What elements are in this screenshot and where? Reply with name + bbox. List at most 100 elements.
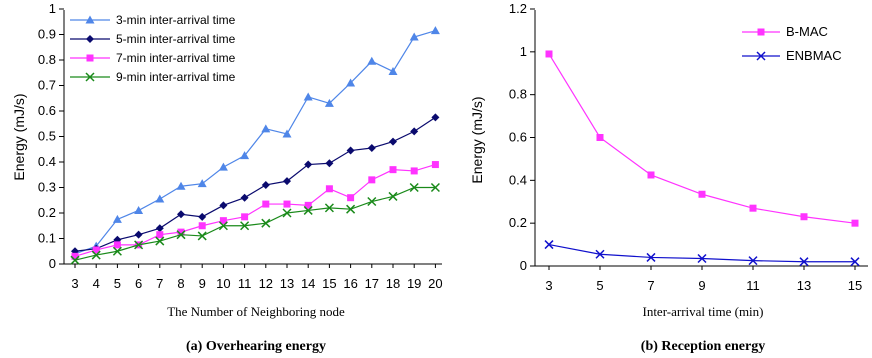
chartB-series-0-line <box>548 53 856 224</box>
chartA-y-tick-label: 0.5 <box>38 129 56 144</box>
chartA-series-2-point <box>325 185 333 193</box>
chartB-series-1-point-stroke <box>697 253 707 264</box>
chart-b-x-axis-title: Inter-arrival time (min) <box>642 304 763 319</box>
chartA-x-tick-label: 12 <box>259 276 273 291</box>
chartA-y-tick-label: 0 <box>49 256 56 271</box>
chartB-series-0-point <box>800 213 808 221</box>
chartA-legend-label: 5-min inter-arrival time <box>116 32 236 46</box>
chartA-series-1-point <box>410 127 419 136</box>
chartA-y-tick-label: 0.1 <box>38 231 56 246</box>
chartB-series-1-point-stroke <box>850 257 860 267</box>
chartA-series-3-point <box>303 205 313 215</box>
chartA-series-3-point-stroke <box>282 208 292 218</box>
chartA-legend-label: 9-min inter-arrival time <box>116 70 236 84</box>
chartA-series-0-point <box>409 32 419 41</box>
chartA-series-3-point-stroke <box>324 203 334 213</box>
chartA-series-3-point <box>218 221 228 231</box>
chartA-series-0-point <box>388 66 398 75</box>
chartB-legend-label: ENBMAC <box>786 48 842 63</box>
chartA-x-tick-label: 7 <box>156 276 163 291</box>
chartB-x-tick-label: 5 <box>596 278 603 293</box>
chartB-series-0-point <box>596 134 604 141</box>
chartA-series-0-point <box>430 26 440 35</box>
chartB-series-1-point <box>697 253 707 264</box>
chartA-series-3-point-stroke <box>112 246 122 256</box>
chartA-x-tick-label: 17 <box>365 276 379 291</box>
chartA-y-tick-label: 0.2 <box>38 205 56 220</box>
chartB-series-0-point <box>647 171 655 179</box>
chartA-series-2-point <box>389 166 397 174</box>
chartA-legend-marker <box>86 54 94 62</box>
chartA-series-1-point <box>155 224 164 233</box>
chart-b: 0 0.2 0.4 0.6 0.8 1 1.2 3 5 7 9 11 13 15 B-MAC ENBMAC… <box>469 1 868 354</box>
chartA-series-1-point <box>283 177 291 186</box>
chartA-legend-label: 3-min inter-arrival time <box>116 13 236 27</box>
chartA-series-3-point-stroke <box>91 250 101 260</box>
chartA-x-tick-label: 6 <box>135 276 142 291</box>
chartA-series-2-line <box>74 163 436 257</box>
chartB-series-1-point-stroke <box>544 240 554 250</box>
chart-b-x-ticks: 3 5 7 9 11 13 15 <box>545 266 862 293</box>
chartA-series-3-point <box>197 231 207 241</box>
chartA-series-2-point <box>113 241 121 249</box>
chartA-x-tick-label: 11 <box>238 276 252 291</box>
chartA-y-tick-label: 0.4 <box>38 154 56 169</box>
chartA-series-3-point <box>324 203 334 213</box>
chartA-series-2-point <box>283 200 291 208</box>
chartA-legend-marker <box>86 35 94 43</box>
chart-b-y-axis-title: Energy (mJ/s) <box>469 96 485 183</box>
chartA-series-3-point <box>240 221 250 231</box>
chartB-y-tick-label: 0.4 <box>509 172 527 187</box>
chartA-series-3-point <box>282 208 292 218</box>
chartB-y-tick-label: 0.2 <box>509 215 527 230</box>
chart-a-series <box>70 26 440 265</box>
chartB-x-tick-label: 3 <box>545 278 552 293</box>
chartA-y-tick-label: 0.8 <box>38 52 56 67</box>
chartA-x-tick-label: 10 <box>216 276 230 291</box>
chartA-series-3-point-stroke <box>70 255 80 265</box>
chartA-series-1-point <box>431 113 440 122</box>
chartA-series-3-point-stroke <box>303 205 313 215</box>
chartB-series-1-point <box>799 257 809 267</box>
chartA-series-3-point <box>176 230 186 240</box>
chartA-y-tick-label: 0.6 <box>38 103 56 118</box>
chart-b-series <box>544 50 860 267</box>
chartA-series-3-line <box>74 186 436 261</box>
chartA-series-3-point-stroke <box>261 218 271 228</box>
chartA-series-0-point <box>134 205 144 214</box>
chartB-y-tick-label: 0.8 <box>509 87 527 102</box>
chartA-series-3-point <box>112 246 122 256</box>
chartA-series-3-point-stroke <box>367 196 377 207</box>
chartA-series-3-point-stroke <box>430 182 440 193</box>
chartB-legend-marker <box>756 51 766 61</box>
chartA-series-3-point <box>261 218 271 228</box>
chartA-series-0-point <box>197 179 207 188</box>
chartA-legend-marker-stroke <box>85 72 95 82</box>
chartA-series-0-point <box>155 194 165 203</box>
chartA-series-0-point <box>367 56 377 65</box>
chart-a-x-axis-title: The Number of Neighboring node <box>167 304 345 319</box>
chartA-x-tick-label: 8 <box>177 276 184 291</box>
chartB-y-tick-label: 1.2 <box>509 1 527 16</box>
chartA-series-2-point <box>410 167 418 175</box>
chartA-series-0-point <box>261 124 271 133</box>
chartA-x-tick-label: 13 <box>280 276 294 291</box>
chartA-x-tick-label: 15 <box>322 276 336 291</box>
chartB-series-1-point <box>748 256 758 266</box>
chartA-x-tick-label: 20 <box>428 276 442 291</box>
chartB-series-0-point <box>545 50 553 58</box>
chartB-series-1-point-stroke <box>748 256 758 266</box>
chartB-x-tick-label: 9 <box>698 278 705 293</box>
chartA-x-tick-label: 14 <box>301 276 315 291</box>
chartB-series-0-point <box>851 219 859 227</box>
chartA-series-1-point <box>325 159 334 168</box>
chartA-series-3-point-stroke <box>240 221 250 231</box>
chartA-series-1-point <box>177 210 185 219</box>
chartA-series-3-point <box>155 236 165 246</box>
chartB-legend-marker-stroke <box>756 51 766 61</box>
chartA-series-0-point <box>324 98 334 107</box>
chartA-series-3-point-stroke <box>176 230 186 240</box>
chartA-series-3-point-stroke <box>155 236 165 246</box>
chartB-y-tick-label: 0 <box>520 258 527 273</box>
